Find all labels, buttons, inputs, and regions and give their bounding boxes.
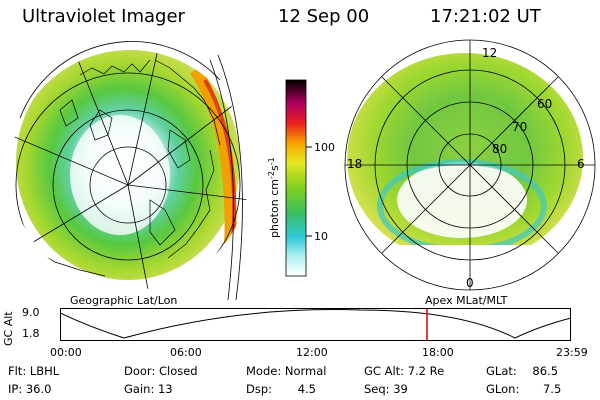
time-tick-1200: 12:00 (296, 346, 328, 359)
door-label: Door: Closed (124, 364, 198, 378)
left-panel-caption: Geographic Lat/Lon (70, 294, 178, 307)
altitude-tick-high: 9.0 (22, 306, 40, 319)
dsp-value: 4.5 (297, 382, 316, 396)
mode-label: Mode: Normal (246, 364, 327, 378)
color-scale-tick-100: 100 (314, 141, 335, 154)
mlat-label-80: 80 (492, 142, 507, 156)
glat-value: 86.5 (532, 364, 559, 378)
altitude-plot (60, 308, 572, 341)
mlt-label-midnight: 0 (466, 276, 474, 290)
color-scale-bar (285, 79, 307, 277)
gain-value: 13 (157, 382, 173, 396)
time-tick-1800: 18:00 (422, 346, 454, 359)
filter-label: Flt: LBHL (8, 364, 60, 378)
color-scale-unit: photon cm-2s-1 (267, 157, 281, 238)
altitude-tick-low: 1.8 (22, 327, 40, 340)
mlt-label-dawn: 6 (577, 157, 585, 171)
magnetic-polar-plot: 12 18 6 0 60 70 80 (344, 39, 596, 291)
date-label: 12 Sep 00 (278, 6, 370, 27)
aurora-bright-arc (189, 66, 237, 251)
color-scale: 100 10 photon cm-2s-1 (267, 79, 335, 277)
altitude-curve (60, 309, 572, 339)
mlat-label-60: 60 (537, 97, 552, 111)
gc-alt-value: 7.2 Re (407, 364, 445, 378)
mlt-label-dusk: 18 (347, 157, 362, 171)
filter-value: LBHL (29, 364, 60, 378)
time-tick-0000: 00:00 (50, 346, 82, 359)
time-label: 17:21:02 UT (430, 6, 541, 27)
glon-value: 7.5 (542, 382, 562, 396)
ip-value: 36.0 (25, 382, 52, 396)
mlat-label-70: 70 (512, 120, 527, 134)
mode-value: Normal (284, 364, 327, 378)
time-tick-0600: 06:00 (170, 346, 202, 359)
door-value: Closed (158, 364, 198, 378)
geographic-map (10, 41, 250, 300)
seq-label: Seq: 39 (364, 382, 408, 396)
gc-alt-label: GC Alt: 7.2 Re (364, 364, 445, 378)
instrument-title: Ultraviolet Imager (22, 6, 185, 27)
uv-image-panel: 100 10 photon cm-2s-1 12 18 6 0 60 70 80 (10, 39, 596, 300)
altitude-axis-label: GC Alt (2, 311, 15, 346)
right-panel-caption: Apex MLat/MLT (425, 294, 508, 307)
dsp-label: Dsp: 4.5 (246, 382, 316, 396)
seq-value: 39 (393, 382, 408, 396)
color-scale-tick-10: 10 (314, 230, 328, 243)
mlt-label-noon: 12 (482, 46, 497, 60)
gain-label: Gain: 13 (124, 382, 173, 396)
altitude-plot-frame (60, 308, 571, 341)
glat-label: GLat: 86.5 (486, 364, 559, 378)
glon-label: GLon: 7.5 (486, 382, 562, 396)
ip-label: IP: 36.0 (8, 382, 52, 396)
time-tick-2359: 23:59 (556, 346, 588, 359)
